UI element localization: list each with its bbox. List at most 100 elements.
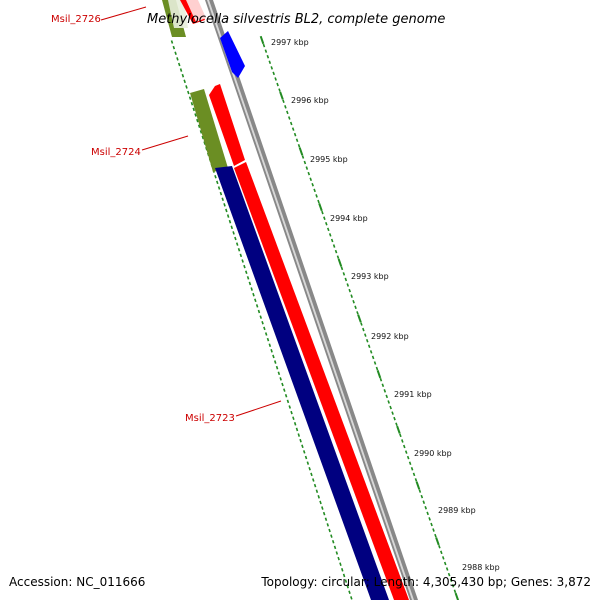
- minor-tick: [306, 461, 310, 465]
- minor-tick: [172, 45, 176, 50]
- minor-tick: [183, 79, 186, 84]
- major-tick: [435, 537, 440, 546]
- major-tick: [415, 481, 421, 490]
- minor-tick: [336, 255, 340, 259]
- red-gene-band: [234, 162, 409, 600]
- minor-tick: [301, 444, 304, 449]
- minor-tick: [273, 360, 277, 364]
- minor-tick: [418, 489, 422, 493]
- minor-tick: [284, 393, 288, 398]
- minor-tick: [373, 361, 377, 365]
- minor-tick: [395, 422, 398, 427]
- minor-tick: [447, 572, 451, 577]
- major-tick: [396, 425, 401, 434]
- minor-tick: [268, 60, 272, 65]
- navy-gene-band: [215, 166, 389, 600]
- minor-tick: [179, 68, 183, 72]
- minor-tick: [339, 562, 342, 566]
- minor-tick: [313, 483, 317, 488]
- minor-tick: [185, 85, 188, 89]
- minor-tick: [295, 138, 299, 143]
- major-tick: [298, 147, 304, 156]
- minor-tick: [263, 326, 266, 331]
- minor-tick: [217, 186, 221, 190]
- minor-tick: [449, 578, 453, 582]
- minor-tick: [303, 160, 307, 165]
- minor-tick: [305, 166, 309, 170]
- minor-tick: [352, 299, 355, 304]
- minor-tick: [344, 579, 348, 583]
- minor-tick: [364, 333, 367, 337]
- minor-tick: [252, 292, 255, 297]
- minor-tick: [428, 517, 431, 521]
- minor-tick: [432, 528, 435, 532]
- green-feature-mid: [190, 89, 228, 172]
- minor-tick: [404, 450, 408, 454]
- minor-tick: [196, 118, 199, 123]
- minor-tick: [434, 533, 437, 538]
- minor-tick: [406, 455, 410, 460]
- minor-tick: [291, 127, 295, 131]
- minor-tick: [246, 276, 250, 280]
- minor-tick: [292, 416, 295, 420]
- minor-tick: [190, 101, 194, 106]
- minor-tick: [424, 506, 428, 510]
- minor-tick: [330, 238, 334, 243]
- minor-tick: [226, 214, 230, 218]
- minor-tick: [272, 354, 275, 359]
- minor-tick: [324, 517, 328, 522]
- gene-label-leader: [235, 400, 282, 417]
- major-tick: [259, 35, 265, 45]
- minor-tick: [328, 233, 332, 237]
- minor-tick: [348, 288, 351, 293]
- minor-tick: [387, 400, 390, 404]
- minor-tick: [275, 365, 279, 370]
- inner-tick-ring: [170, 40, 353, 600]
- minor-tick: [264, 332, 268, 336]
- minor-tick: [257, 309, 261, 314]
- minor-tick: [310, 472, 313, 477]
- minor-tick: [371, 355, 375, 360]
- minor-tick: [270, 349, 273, 353]
- minor-tick: [243, 264, 246, 269]
- minor-tick: [383, 389, 387, 393]
- minor-tick: [412, 472, 416, 477]
- minor-tick: [225, 208, 228, 213]
- minor-tick: [290, 410, 293, 415]
- major-tick: [357, 314, 362, 323]
- minor-tick: [309, 177, 313, 181]
- gene-label-msil-2723: Msil_2723: [185, 413, 235, 424]
- major-tick: [279, 91, 284, 100]
- minor-tick: [228, 219, 232, 224]
- minor-tick: [187, 90, 190, 95]
- kbp-label: 2997 kbp: [271, 38, 309, 47]
- minor-tick: [301, 155, 305, 159]
- kbp-label: 2994 kbp: [330, 214, 368, 223]
- minor-tick: [272, 71, 275, 76]
- minor-tick: [381, 383, 385, 388]
- minor-tick: [230, 225, 234, 230]
- minor-tick: [276, 82, 279, 87]
- minor-tick: [445, 567, 449, 571]
- minor-tick: [440, 550, 443, 555]
- minor-tick: [223, 203, 226, 207]
- minor-tick: [325, 221, 328, 226]
- minor-tick: [234, 236, 237, 241]
- minor-tick: [278, 88, 281, 92]
- minor-tick: [430, 522, 433, 527]
- minor-tick: [422, 500, 426, 504]
- minor-tick: [321, 210, 324, 215]
- minor-tick: [289, 121, 293, 126]
- minor-tick: [344, 277, 348, 282]
- minor-tick: [410, 467, 414, 471]
- minor-tick: [266, 54, 270, 59]
- kbp-label: 2991 kbp: [394, 390, 432, 399]
- minor-tick: [346, 283, 350, 287]
- minor-tick: [254, 298, 257, 303]
- minor-tick: [342, 573, 346, 578]
- gene-label-leader: [141, 135, 189, 151]
- gene-label-msil-2724: Msil_2724: [91, 147, 141, 158]
- minor-tick: [401, 439, 404, 443]
- minor-tick: [335, 551, 339, 555]
- major-tick: [376, 370, 382, 379]
